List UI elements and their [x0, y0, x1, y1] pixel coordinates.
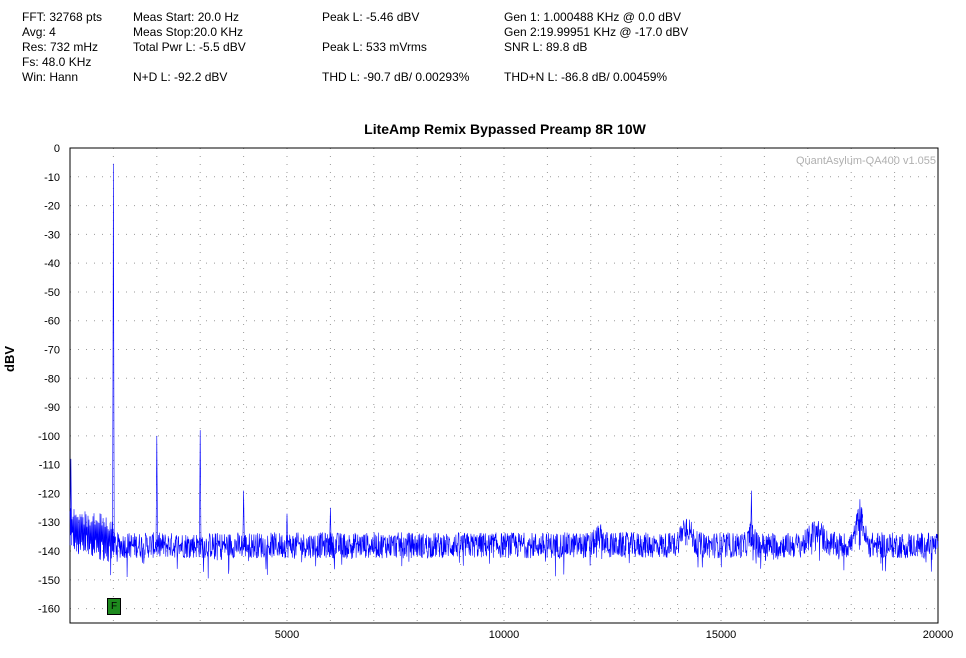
y-tick-label: -130	[38, 517, 60, 529]
y-tick-label: -40	[44, 258, 60, 270]
y-tick-label: -20	[44, 201, 60, 213]
stat-gen2: Gen 2:19.99951 KHz @ -17.0 dBV	[504, 25, 689, 39]
grid-lines	[70, 148, 938, 623]
stat-res: Res: 732 mHz	[22, 40, 99, 54]
stat-nd: N+D L: -92.2 dBV	[133, 70, 228, 84]
y-tick-label: -80	[44, 373, 60, 385]
y-tick-label: -150	[38, 575, 60, 587]
x-tick-label: 5000	[275, 629, 299, 641]
y-tick-label: -110	[39, 460, 60, 472]
y-tick-label: -10	[44, 172, 60, 184]
stat-fft: FFT: 32768 pts	[22, 10, 103, 24]
stat-meas-stop: Meas Stop:20.0 KHz	[133, 25, 244, 39]
stat-win: Win: Hann	[22, 70, 79, 84]
y-tick-label: -70	[44, 345, 60, 357]
spectrum-trace	[69, 163, 939, 579]
y-tick-label: -50	[44, 287, 60, 299]
y-tick-label: -140	[38, 546, 60, 558]
stat-peak-dbv: Peak L: -5.46 dBV	[322, 10, 420, 24]
stat-snr: SNR L: 89.8 dB	[504, 40, 588, 54]
y-tick-label: -120	[38, 488, 60, 500]
y-tick-label: -160	[38, 604, 60, 616]
stat-fs: Fs: 48.0 KHz	[22, 55, 92, 69]
stat-thdn: THD+N L: -86.8 dB/ 0.00459%	[504, 70, 668, 84]
y-axis-ticks: 0 -10 -20 -30 -40 -50 -60 -70 -80 -90 -100 -110 -120…	[38, 143, 60, 616]
plot-frame	[69, 147, 939, 624]
y-tick-label: -30	[44, 229, 60, 241]
x-tick-label: 15000	[706, 629, 737, 641]
stat-gen1: Gen 1: 1.000488 KHz @ 0.0 dBV	[504, 10, 681, 24]
watermark-label: QuantAsylum-QA400 v1.055	[795, 155, 936, 167]
stat-avg: Avg: 4	[22, 25, 56, 39]
y-tick-label: -60	[44, 316, 60, 328]
marker-f-button[interactable]: F	[107, 598, 121, 615]
stat-total-pwr: Total Pwr L: -5.5 dBV	[133, 40, 246, 54]
y-tick-label: 0	[54, 143, 60, 155]
y-tick-label: -100	[38, 431, 60, 443]
y-tick-label: -90	[44, 402, 60, 414]
stat-meas-start: Meas Start: 20.0 Hz	[133, 10, 240, 24]
x-tick-label: 20000	[923, 629, 954, 641]
x-axis-ticks: 5000 10000 15000 20000	[275, 629, 954, 641]
stat-thd: THD L: -90.7 dB/ 0.00293%	[322, 70, 470, 84]
chart-title: LiteAmp Remix Bypassed Preamp 8R 10W	[364, 121, 646, 137]
x-tick-label: 10000	[489, 629, 520, 641]
stat-peak-mv: Peak L: 533 mVrms	[322, 40, 427, 54]
